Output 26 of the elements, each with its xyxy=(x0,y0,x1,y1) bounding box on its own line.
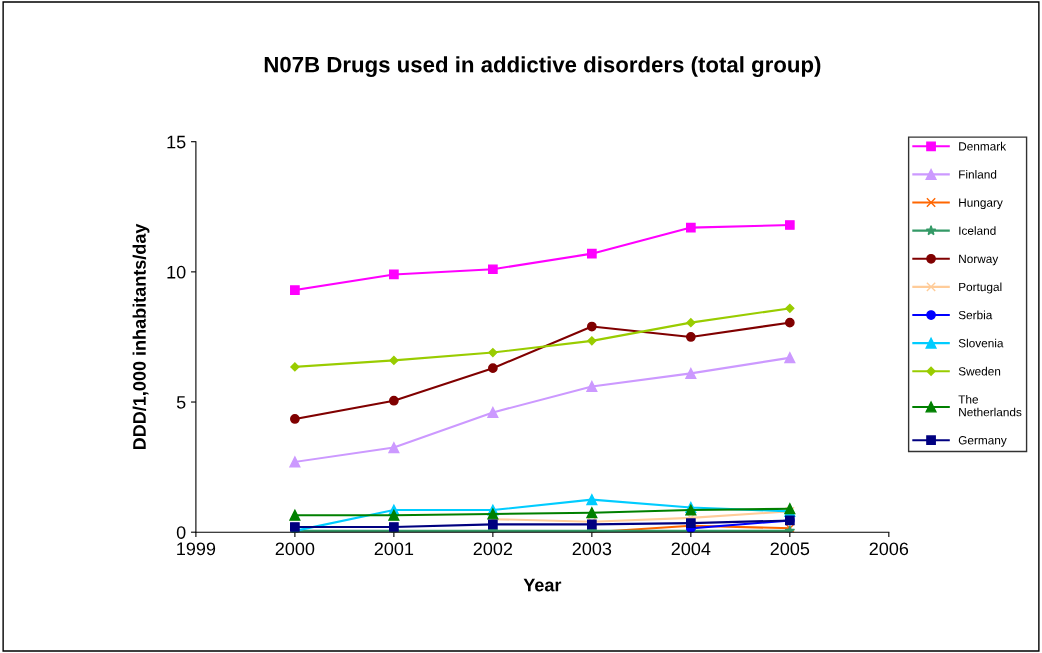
legend-label: Iceland xyxy=(959,226,996,235)
x-axis-title: Year xyxy=(523,578,562,592)
y-tick-label: 0 xyxy=(176,526,186,539)
y-tick-label: 5 xyxy=(176,396,186,409)
x-tick-label: 2006 xyxy=(869,542,909,556)
legend-label: Slovenia xyxy=(958,338,1004,348)
x-tick-label: 2005 xyxy=(770,542,810,556)
legend-label: The Netherlands xyxy=(958,394,1022,417)
legend-label: Hungary xyxy=(959,198,1003,210)
legend-label: Serbia xyxy=(958,310,993,320)
y-axis-title: DDD/1,000 inhabitants/day xyxy=(132,223,150,450)
x-tick-label: 2001 xyxy=(374,542,414,556)
chart-title: N07B Drugs used in addictive disorders (total group) xyxy=(264,56,821,77)
legend-label: Portugal xyxy=(959,282,1002,294)
legend-label: Germany xyxy=(958,436,1007,447)
x-tick-label: 2000 xyxy=(275,542,315,556)
legend-label: Sweden xyxy=(958,366,1001,376)
y-tick-label: 15 xyxy=(167,135,186,149)
x-tick-label: 1999 xyxy=(177,542,216,556)
x-tick-label: 2003 xyxy=(572,542,612,556)
legend-label: Finland xyxy=(959,169,997,179)
y-tick-label: 10 xyxy=(167,265,186,279)
legend-label: Norway xyxy=(959,254,999,266)
x-tick-label: 2002 xyxy=(473,542,513,556)
legend-label: Denmark xyxy=(959,141,1007,151)
x-tick-label: 2004 xyxy=(671,542,711,556)
